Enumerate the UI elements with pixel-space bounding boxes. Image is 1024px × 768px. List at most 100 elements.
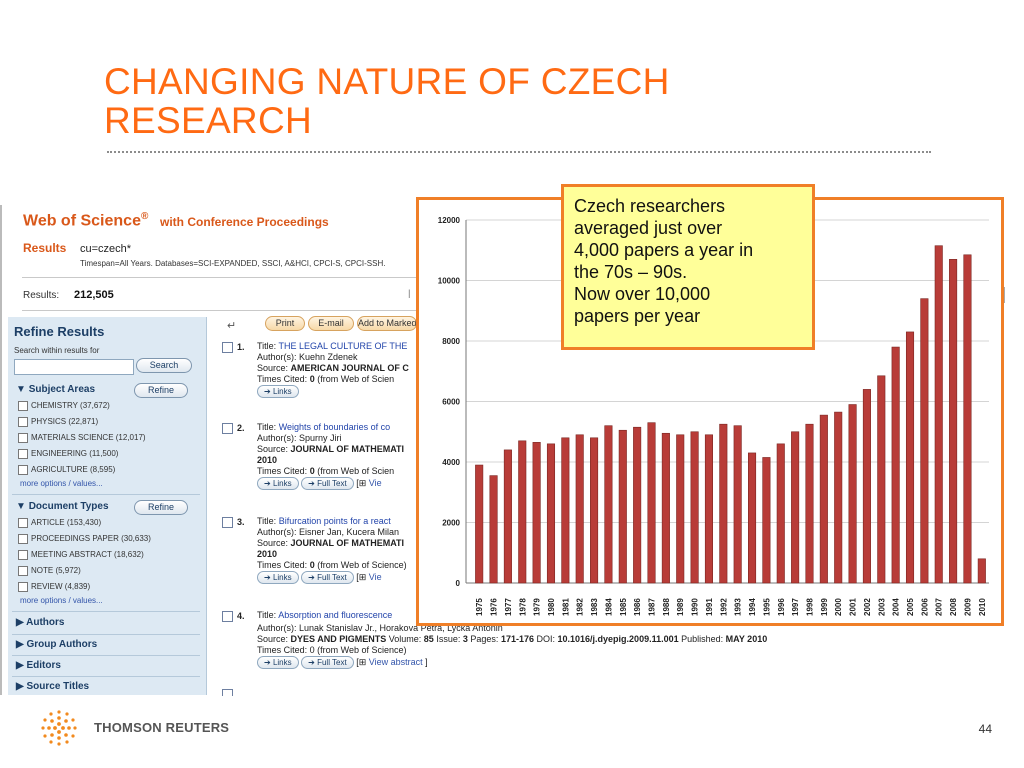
bar-1992 — [719, 423, 728, 584]
subject-areas-heading[interactable]: ▼ Subject Areas — [16, 384, 95, 395]
subject-area-label: ENGINEERING (11,500) — [31, 449, 119, 459]
links-button[interactable]: ➔ Links — [257, 385, 299, 398]
links-button[interactable]: ➔ Links — [257, 571, 299, 584]
record-title-link[interactable]: Bifurcation points for a react — [278, 516, 391, 526]
view-abstract-link[interactable]: Vie — [368, 571, 382, 582]
add-to-marked-list-button[interactable]: Add to Marked List — [357, 316, 417, 331]
checkbox[interactable] — [18, 518, 28, 528]
full-text-label: Full Text — [317, 479, 347, 488]
subject-refine-button[interactable]: Refine — [134, 383, 188, 398]
x-tick-label: 2007 — [935, 598, 944, 616]
checkbox[interactable] — [18, 534, 28, 544]
times-cited-source: (from Web of Science) — [317, 560, 407, 570]
subject-area-option[interactable]: PHYSICS (22,871) — [18, 417, 98, 427]
bar-1991 — [704, 434, 713, 584]
slide-title-line-1: CHANGING NATURE OF CZECH — [104, 61, 670, 102]
source-titles-section[interactable]: ▶ Source Titles — [16, 681, 89, 692]
checkbox[interactable] — [18, 401, 28, 411]
select-arrow-icon: ↵ — [227, 320, 237, 332]
checkbox[interactable] — [18, 449, 28, 459]
expand-icon[interactable]: ⊞ — [358, 477, 367, 488]
x-tick-label: 1990 — [691, 598, 700, 616]
subject-area-option[interactable]: MATERIALS SCIENCE (12,017) — [18, 433, 146, 443]
bar-1980 — [546, 443, 556, 584]
email-button[interactable]: E-mail — [308, 316, 354, 331]
record-year: 2010 — [257, 549, 278, 559]
print-button[interactable]: Print — [265, 316, 305, 331]
subject-area-option[interactable]: CHEMISTRY (37,672) — [18, 401, 110, 411]
document-type-option[interactable]: NOTE (5,972) — [18, 566, 81, 576]
record-title-link[interactable]: Absorption and fluorescence — [278, 610, 393, 620]
document-type-option[interactable]: REVIEW (4,839) — [18, 582, 90, 592]
x-tick-label: 1975 — [475, 598, 484, 616]
expand-icon[interactable]: ⊞ — [358, 656, 367, 667]
document-type-option[interactable]: ARTICLE (153,430) — [18, 518, 101, 528]
callout-box: Czech researchers averaged just over 4,0… — [561, 184, 815, 350]
full-text-button[interactable]: ➔ Full Text — [301, 477, 354, 490]
checkbox[interactable] — [18, 582, 28, 592]
x-tick-label: 2008 — [949, 598, 958, 616]
callout-line: averaged just over — [574, 218, 723, 238]
search-within-input[interactable] — [14, 359, 134, 375]
authors-section[interactable]: ▶ Authors — [16, 617, 64, 628]
wos-logo[interactable]: Web of Science® — [23, 211, 148, 230]
footer-brand: THOMSON REUTERS — [94, 720, 230, 735]
full-text-button[interactable]: ➔ Full Text — [301, 656, 354, 669]
triangle-down-icon: ▼ — [16, 501, 26, 512]
results-count: 212,505 — [74, 289, 114, 301]
links-button[interactable]: ➔ Links — [257, 656, 299, 669]
expand-icon[interactable]: ⊞ — [358, 571, 367, 582]
callout-line: Now over 10,000 — [574, 284, 711, 304]
checkbox[interactable] — [18, 465, 28, 475]
editors-section[interactable]: ▶ Editors — [16, 660, 61, 671]
search-within-button[interactable]: Search — [136, 358, 192, 373]
doctype-refine-button[interactable]: Refine — [134, 500, 188, 515]
y-tick-label: 6000 — [442, 398, 460, 407]
checkbox[interactable] — [18, 417, 28, 427]
bar-1988 — [661, 432, 670, 584]
pages-value: 171-176 — [500, 634, 534, 644]
full-text-button[interactable]: ➔ Full Text — [301, 571, 354, 584]
checkbox[interactable] — [18, 550, 28, 560]
record-checkbox[interactable] — [222, 611, 233, 622]
view-abstract-link[interactable]: View abstract — [368, 656, 423, 667]
x-tick-label: 2002 — [863, 598, 872, 616]
subject-area-option[interactable]: ENGINEERING (11,500) — [18, 449, 118, 459]
x-tick-label: 2006 — [920, 598, 929, 616]
triangle-right-icon: ▶ — [16, 681, 24, 692]
x-tick-label: 1984 — [604, 598, 613, 616]
source-label: Source: — [257, 538, 289, 548]
document-type-option[interactable]: MEETING ABSTRACT (18,632) — [18, 550, 144, 560]
links-button[interactable]: ➔ Links — [257, 477, 299, 490]
record-checkbox[interactable] — [222, 423, 233, 434]
bar-2006 — [920, 298, 929, 584]
triangle-right-icon: ▶ — [16, 617, 24, 628]
bar-2007 — [934, 245, 943, 584]
record-title-link[interactable]: THE LEGAL CULTURE OF THE — [278, 341, 408, 351]
checkbox[interactable] — [18, 566, 28, 576]
record-checkbox[interactable] — [222, 689, 233, 696]
checkbox[interactable] — [18, 433, 28, 443]
bar-2003 — [877, 375, 886, 584]
subject-area-option[interactable]: AGRICULTURE (8,595) — [18, 465, 115, 475]
web-of-science-screenshot: Web of Science® with Conference Proceedi… — [0, 205, 1024, 696]
x-tick-label: 2009 — [963, 598, 972, 616]
record-checkbox[interactable] — [222, 517, 233, 528]
document-type-option[interactable]: PROCEEDINGS PAPER (30,633) — [18, 534, 151, 544]
bar-1986 — [633, 426, 642, 584]
record-4-details: Author(s): Lunak Stanislav Jr., Horakova… — [257, 623, 768, 669]
bar-1975 — [475, 464, 484, 584]
subject-area-label: AGRICULTURE (8,595) — [31, 465, 116, 475]
x-tick-label: 1986 — [633, 598, 642, 616]
divider — [12, 676, 200, 677]
slide-title-line-2: RESEARCH — [104, 100, 312, 141]
record-checkbox[interactable] — [222, 342, 233, 353]
view-abstract-link[interactable]: Vie — [368, 477, 382, 488]
results-heading: Results — [23, 241, 67, 255]
document-types-heading[interactable]: ▼ Document Types — [16, 501, 109, 512]
subject-more-options-link[interactable]: more options / values... — [20, 479, 103, 488]
doctype-more-options-link[interactable]: more options / values... — [20, 596, 103, 605]
search-query: cu=czech* — [80, 243, 132, 255]
record-title-link[interactable]: Weights of boundaries of co — [278, 422, 391, 432]
group-authors-section[interactable]: ▶ Group Authors — [16, 639, 97, 650]
